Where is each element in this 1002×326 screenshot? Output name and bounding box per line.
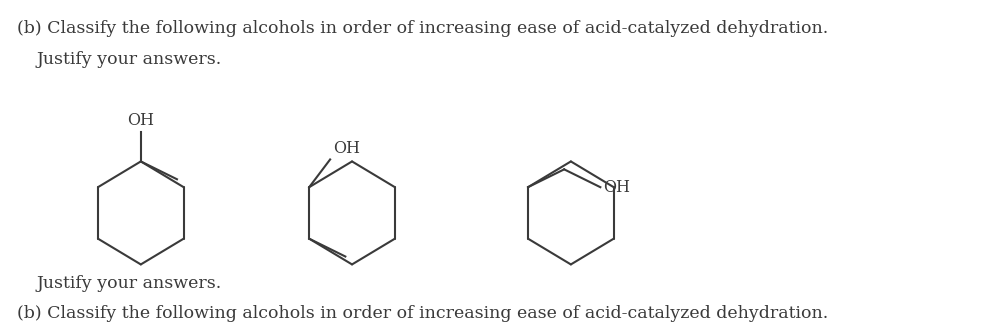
Text: (b) Classify the following alcohols in order of increasing ease of acid-catalyze: (b) Classify the following alcohols in o… (17, 305, 829, 322)
Text: Justify your answers.: Justify your answers. (36, 52, 221, 68)
Text: OH: OH (333, 141, 360, 157)
Text: Justify your answers.: Justify your answers. (36, 275, 221, 292)
Text: (b) Classify the following alcohols in order of increasing ease of acid-catalyze: (b) Classify the following alcohols in o… (17, 20, 829, 37)
Text: OH: OH (603, 179, 630, 196)
Text: OH: OH (127, 112, 154, 129)
